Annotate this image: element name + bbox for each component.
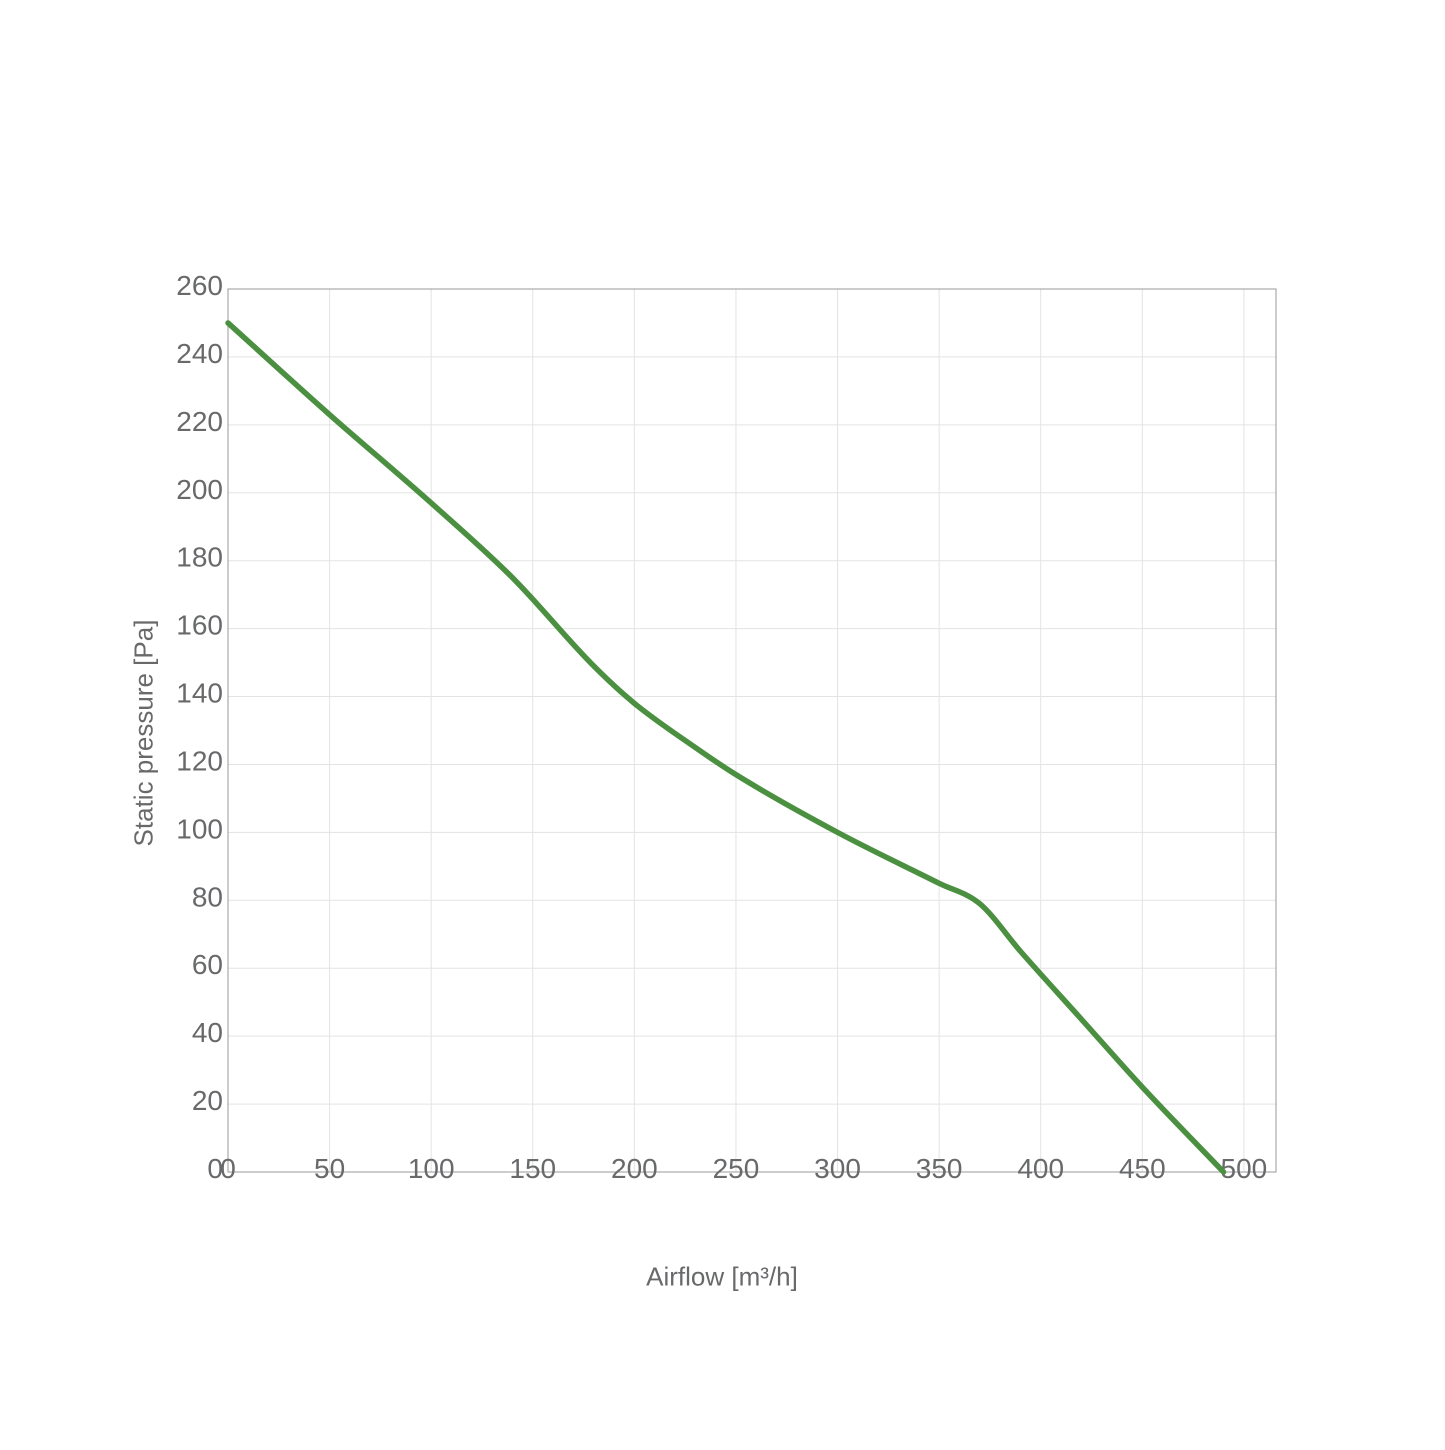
- svg-text:220: 220: [176, 406, 223, 437]
- svg-text:150: 150: [509, 1153, 556, 1184]
- svg-text:300: 300: [814, 1153, 861, 1184]
- svg-text:0: 0: [207, 1153, 223, 1184]
- svg-text:200: 200: [176, 474, 223, 505]
- svg-text:400: 400: [1017, 1153, 1064, 1184]
- svg-text:450: 450: [1119, 1153, 1166, 1184]
- svg-text:200: 200: [611, 1153, 658, 1184]
- svg-text:80: 80: [192, 881, 223, 912]
- svg-text:240: 240: [176, 338, 223, 369]
- svg-text:180: 180: [176, 542, 223, 573]
- svg-text:50: 50: [314, 1153, 345, 1184]
- svg-text:100: 100: [408, 1153, 455, 1184]
- svg-text:500: 500: [1221, 1153, 1268, 1184]
- svg-text:60: 60: [192, 949, 223, 980]
- svg-text:120: 120: [176, 745, 223, 776]
- svg-text:250: 250: [713, 1153, 760, 1184]
- svg-text:140: 140: [176, 678, 223, 709]
- svg-text:20: 20: [192, 1085, 223, 1116]
- svg-text:350: 350: [916, 1153, 963, 1184]
- svg-text:40: 40: [192, 1017, 223, 1048]
- svg-text:260: 260: [176, 270, 223, 301]
- svg-text:100: 100: [176, 813, 223, 844]
- svg-text:160: 160: [176, 610, 223, 641]
